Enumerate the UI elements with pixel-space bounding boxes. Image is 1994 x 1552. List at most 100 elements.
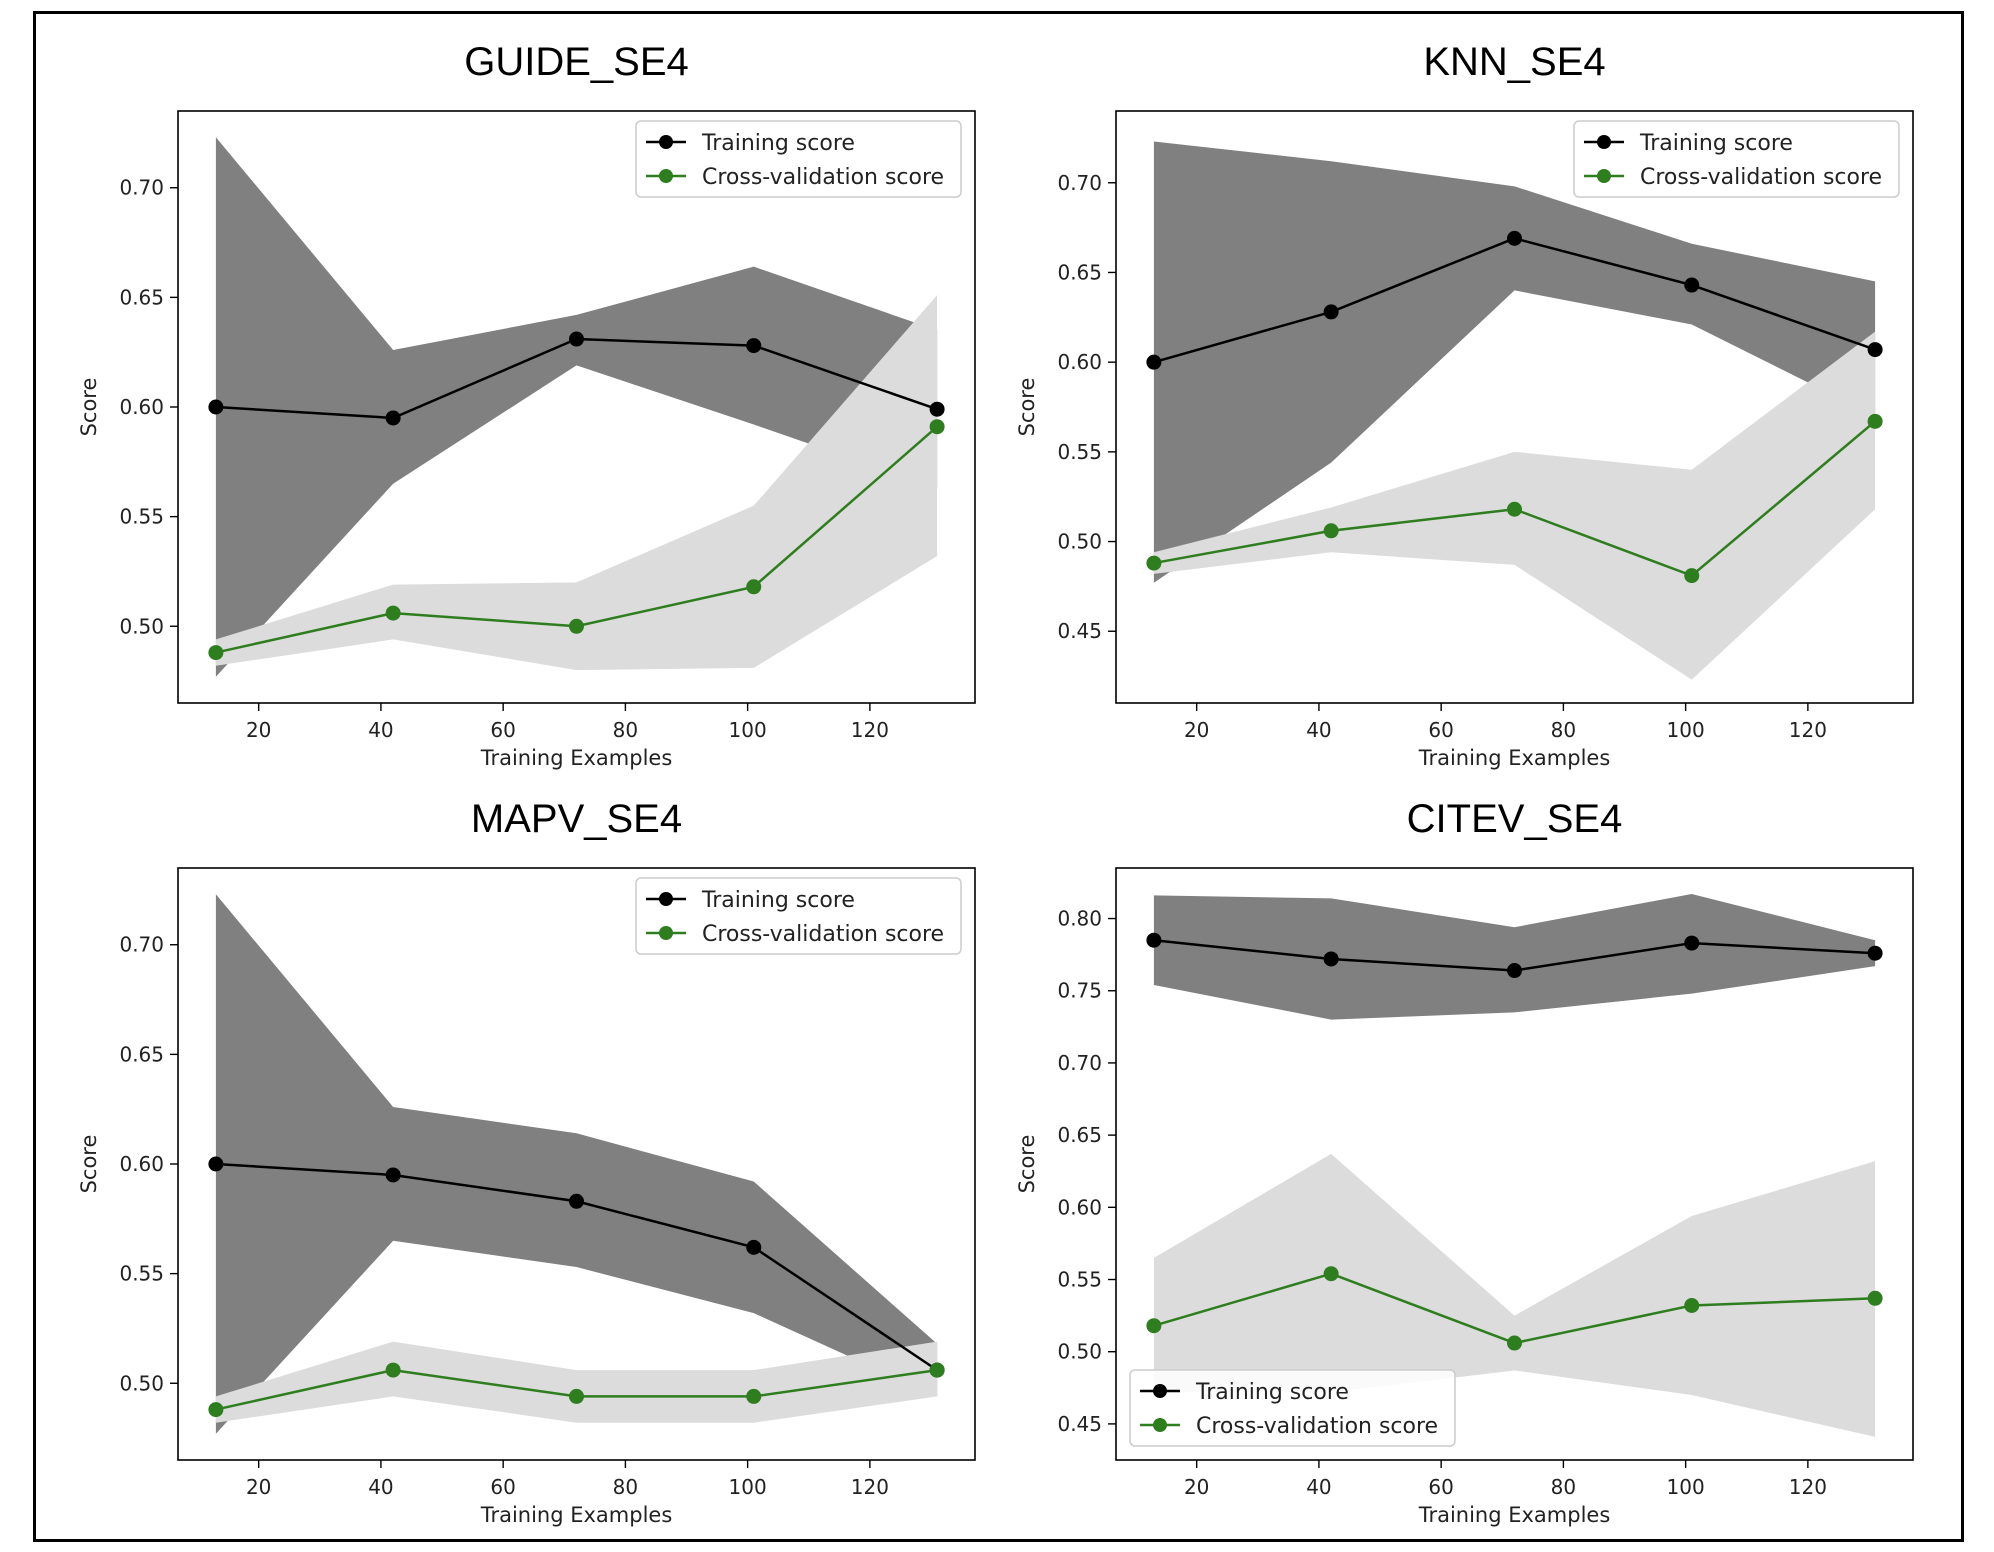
legend-training-label: Training score [701,131,855,156]
cv-score-point [1146,1318,1162,1334]
x-tick-label: 40 [368,1475,393,1499]
y-axis-label: Score [1015,1135,1039,1194]
chart-panel-3: 20 40 60 80 100 120 0.50 0.55 0.60 0.65 0.70 MAPV_S… [77,797,976,1527]
training-score-point [1507,963,1522,979]
x-tick-label: 20 [246,718,271,742]
cv-score-point [1867,1290,1883,1306]
figure-frame [33,11,1964,1542]
legend-box [1129,1369,1456,1447]
legend-cv-marker [1597,169,1611,183]
training-score-point [1146,932,1162,948]
x-tick-label: 80 [613,1475,638,1499]
x-tick-label: 40 [368,718,393,742]
x-tick-label: 120 [851,1475,889,1499]
y-tick-label: 0.60 [119,395,164,419]
x-tick-label: 120 [851,718,889,742]
y-axis-label: Score [77,378,101,437]
y-tick-label: 0.80 [1057,907,1102,931]
chart-title: MAPV_SE4 [471,797,682,841]
legend-box [635,877,962,955]
x-tick-label: 80 [1551,718,1576,742]
cv-score-point [208,645,224,661]
legend-training-marker [1597,135,1611,149]
chart-title: GUIDE_SE4 [464,40,689,84]
cv-score-point [385,605,401,621]
training-score-point [1323,304,1339,320]
y-tick-label: 0.55 [119,505,164,529]
x-tick-label: 40 [1306,718,1331,742]
cv-score-point [746,579,762,595]
axes-frame [1115,110,1914,704]
legend-training-label: Training score [701,888,855,913]
cv-score-point [1684,1298,1700,1314]
cv-score-band [215,295,938,671]
cv-score-point [929,1362,945,1378]
training-score-point [1323,951,1339,967]
y-tick-label: 0.50 [1057,530,1102,554]
x-tick-label: 80 [1551,1475,1576,1499]
legend-cv-label: Cross-validation score [1640,165,1882,190]
legend-box [635,120,962,198]
legend-training-marker [659,892,673,906]
cv-score-point [1684,568,1700,584]
y-axis-label: Score [77,1135,101,1194]
legend-cv-marker [659,926,673,940]
cv-score-point [569,1388,584,1404]
training-score-point [746,1239,762,1255]
cv-score-point [1507,501,1522,517]
y-tick-label: 0.70 [1057,1051,1102,1075]
cv-score-point [1323,523,1339,539]
y-tick-label: 0.65 [119,1042,164,1066]
cv-score-band [1153,1153,1876,1437]
training-score-point [1867,945,1883,961]
cv-score-band [215,1341,938,1423]
legend: Training score Cross-validation score [1129,1369,1456,1447]
training-score-point [929,401,945,417]
legend-training-marker [1153,1384,1167,1398]
training-score-point [385,1167,401,1183]
cv-score-point [746,1388,762,1404]
x-tick-label: 100 [729,1475,767,1499]
legend-box [1573,120,1900,198]
x-tick-label: 100 [1667,718,1705,742]
x-tick-label: 60 [490,1475,515,1499]
legend-training-label: Training score [1195,1380,1349,1405]
training-score-point [569,1193,584,1209]
chart-title: CITEV_SE4 [1407,797,1623,841]
y-tick-label: 0.70 [119,933,164,957]
y-tick-label: 0.55 [1057,1268,1102,1292]
cv-score-point [929,419,945,435]
y-tick-label: 0.70 [1057,171,1102,195]
cv-score-point [208,1402,224,1418]
training-score-point [1684,277,1700,293]
x-tick-label: 60 [1428,718,1453,742]
legend: Training score Cross-validation score [635,120,962,198]
x-tick-label: 60 [490,718,515,742]
training-score-point [1507,230,1522,246]
x-tick-label: 20 [1184,718,1209,742]
y-tick-label: 0.60 [1057,1195,1102,1219]
legend: Training score Cross-validation score [635,877,962,955]
x-axis-label: Training Examples [480,1503,673,1527]
x-tick-label: 120 [1789,1475,1827,1499]
training-score-point [1867,342,1883,358]
training-score-point [1146,354,1162,370]
training-score-point [569,331,584,347]
x-axis-label: Training Examples [480,746,673,770]
training-score-point [746,338,762,354]
x-tick-label: 80 [613,718,638,742]
chart-panel-2: 20 40 60 80 100 120 0.45 0.50 0.55 0.60 0.65 0.70 KN… [1015,40,1914,770]
cv-score-point [1146,555,1162,571]
legend-cv-marker [659,169,673,183]
cv-score-point [1867,413,1883,429]
x-tick-label: 60 [1428,1475,1453,1499]
x-tick-label: 40 [1306,1475,1331,1499]
y-tick-label: 0.75 [1057,979,1102,1003]
training-score-band [1153,141,1876,583]
axes-frame [1115,867,1914,1461]
y-tick-label: 0.45 [1057,619,1102,643]
x-tick-label: 20 [246,1475,271,1499]
legend-training-marker [659,135,673,149]
x-tick-label: 20 [1184,1475,1209,1499]
